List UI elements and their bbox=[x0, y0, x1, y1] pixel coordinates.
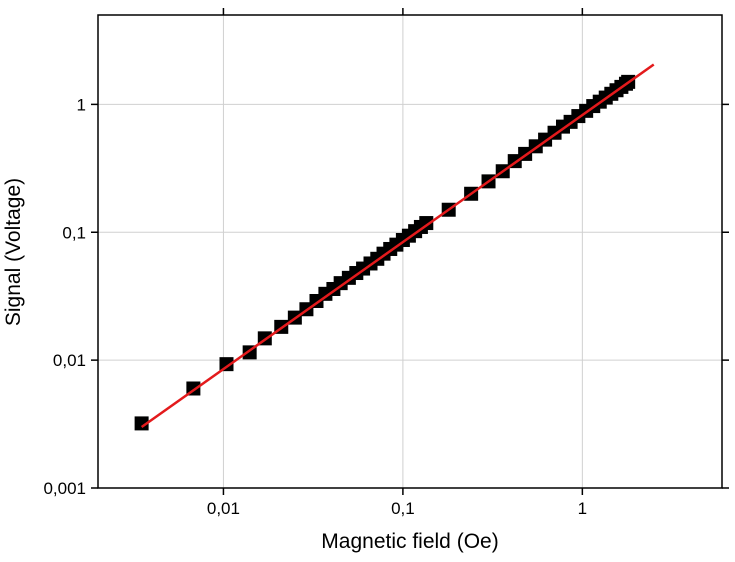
x-tick-label: 1 bbox=[578, 499, 587, 518]
x-tick-label: 0,1 bbox=[391, 499, 415, 518]
fit-line bbox=[140, 63, 655, 429]
y-tick-label: 0,1 bbox=[62, 223, 86, 242]
y-tick-label: 0,001 bbox=[43, 479, 86, 498]
y-tick-label: 0,01 bbox=[53, 351, 86, 370]
data-point bbox=[219, 357, 234, 372]
data-point bbox=[134, 416, 149, 431]
y-axis-label: Signal (Voltage) bbox=[2, 178, 25, 326]
x-tick-label: 0,01 bbox=[207, 499, 240, 518]
plot-frame bbox=[97, 14, 723, 489]
x-axis-label: Magnetic field (Oe) bbox=[321, 530, 498, 553]
y-tick-label: 1 bbox=[77, 95, 86, 114]
